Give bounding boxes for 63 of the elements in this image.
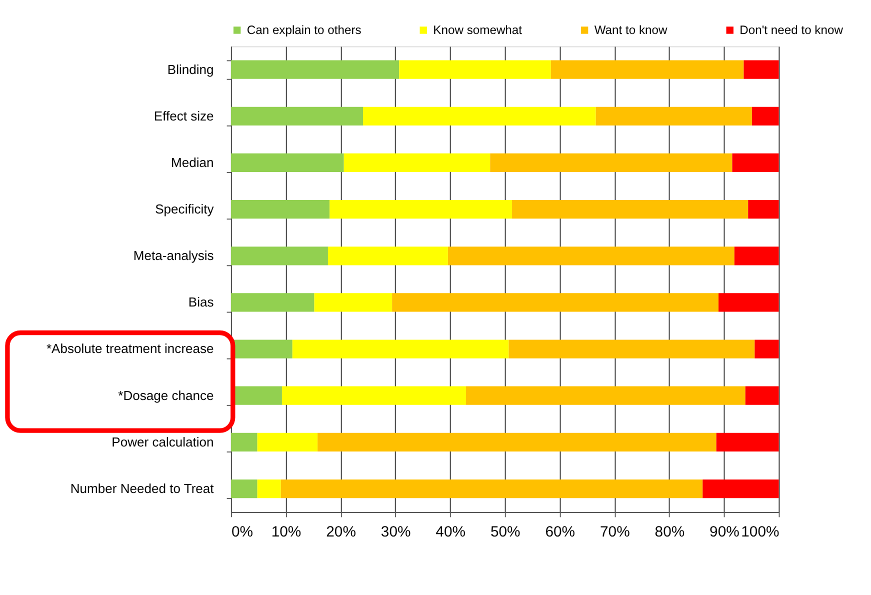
bar	[448, 246, 734, 266]
bar	[257, 479, 281, 498]
bar	[231, 60, 400, 79]
x-tick-label: 100%	[741, 524, 780, 541]
bar	[716, 432, 779, 452]
y-tick-label: Power calculation	[112, 434, 214, 450]
y-tick-label: Blinding	[167, 62, 214, 77]
bar	[596, 106, 752, 126]
bar	[399, 60, 551, 79]
bar	[512, 200, 748, 219]
y-tick-label: *Dosage chance	[118, 388, 214, 403]
x-tick-label: 90%	[710, 524, 740, 541]
bar	[344, 153, 490, 172]
bar	[231, 293, 314, 312]
bar	[318, 432, 716, 452]
bar	[231, 479, 258, 498]
y-tick-label: Specificity	[155, 201, 214, 216]
bar	[282, 386, 466, 405]
bar	[745, 386, 779, 405]
x-tick-label: 30%	[380, 524, 411, 541]
legend-label: Want to know	[594, 22, 668, 37]
x-tick-label: 80%	[654, 524, 685, 541]
y-tick-label: Number Needed to Treat	[70, 480, 214, 496]
bar	[231, 200, 330, 219]
bar	[280, 479, 703, 498]
bar	[231, 106, 364, 126]
bar	[231, 246, 328, 266]
bar	[748, 200, 779, 219]
bar	[328, 246, 448, 266]
bar	[550, 60, 744, 79]
bar	[314, 293, 392, 312]
x-tick-label: 40%	[436, 524, 466, 541]
x-tick-label: 20%	[326, 524, 356, 541]
bar	[718, 293, 779, 312]
legend-label: Don't need to know	[740, 22, 844, 37]
bar	[330, 200, 512, 219]
bar	[732, 153, 779, 172]
legend-label: Know somewhat	[433, 22, 523, 37]
bar	[734, 246, 779, 266]
bar	[490, 153, 732, 172]
y-tick-label: Effect size	[154, 108, 214, 124]
y-tick-label: Median	[171, 154, 214, 170]
y-tick-label: Bias	[188, 294, 214, 310]
x-tick-label: 70%	[600, 524, 630, 541]
x-tick-label: 50%	[490, 524, 520, 541]
bar	[231, 153, 344, 172]
bar	[466, 386, 746, 405]
x-tick-label: 0%	[231, 524, 254, 541]
bar	[231, 432, 258, 452]
bar	[744, 60, 779, 79]
bar	[752, 106, 779, 126]
legend-label: Can explain to others	[246, 22, 362, 37]
y-tick-label: *Absolute treatment increase	[46, 341, 214, 356]
bar	[363, 106, 596, 126]
x-tick-label: 60%	[545, 524, 576, 541]
bar	[754, 340, 779, 358]
bar	[702, 479, 779, 498]
bar	[508, 340, 755, 358]
x-tick-label: 10%	[271, 524, 302, 541]
bar	[392, 293, 719, 312]
bar	[257, 432, 318, 452]
bar	[292, 340, 509, 358]
y-tick-label: Meta-analysis	[133, 248, 214, 264]
